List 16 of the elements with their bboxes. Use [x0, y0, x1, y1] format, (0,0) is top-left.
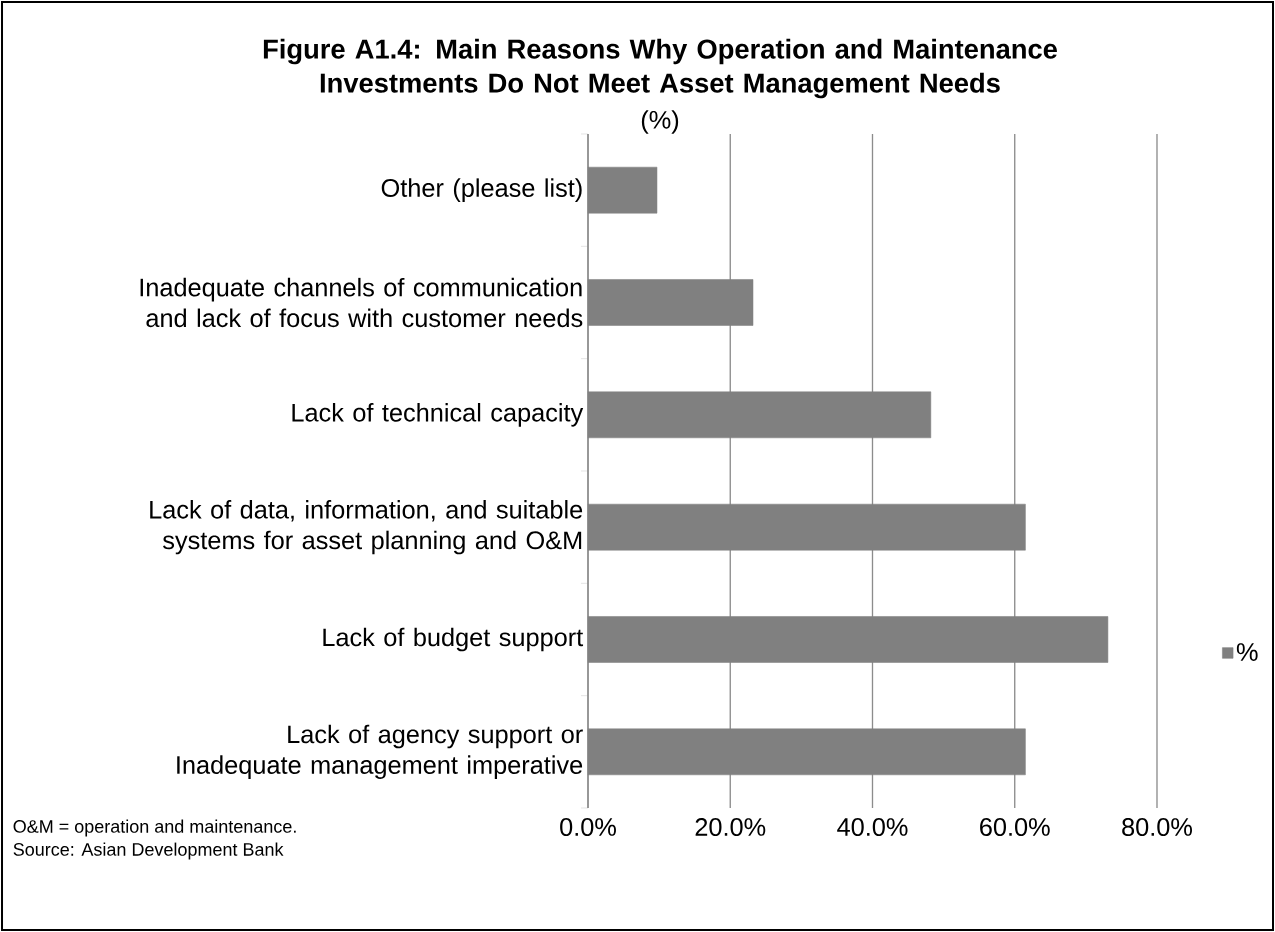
chart-subtitle: (%)	[641, 110, 679, 134]
x-tick-label: 40.0%	[837, 818, 908, 836]
y-tick-label: Other (please list)	[381, 178, 582, 202]
x-tick-label: 20.0%	[695, 818, 766, 836]
y-tick-label: Lack of budget support	[323, 627, 584, 652]
source-note: Source: Asian Development Bank	[13, 842, 284, 860]
y-tick-label: Lack of technical capacity	[292, 403, 584, 427]
x-tick-label: 80.0%	[1122, 818, 1192, 836]
x-tick-label: 0.0%	[560, 818, 616, 836]
y-tick-label: Inadequate channels of communication and lack of focus with customer needs	[140, 277, 583, 328]
chart-title: Figure A1.4: Main Reasons Why Operation and Maintenance Investments Do Not Meet Asset Management Needs	[263, 38, 1057, 99]
y-tick-label: Lack of agency support or Inadequate management imperative	[177, 724, 583, 779]
x-tick-label: 60.0%	[980, 818, 1050, 836]
text: O&M = operation and maintenance.	[13, 819, 296, 837]
legend-label: %	[1236, 643, 1258, 661]
y-tick-label: Lack of data, information, and suitable systems for asset planning and O&M	[150, 500, 583, 555]
